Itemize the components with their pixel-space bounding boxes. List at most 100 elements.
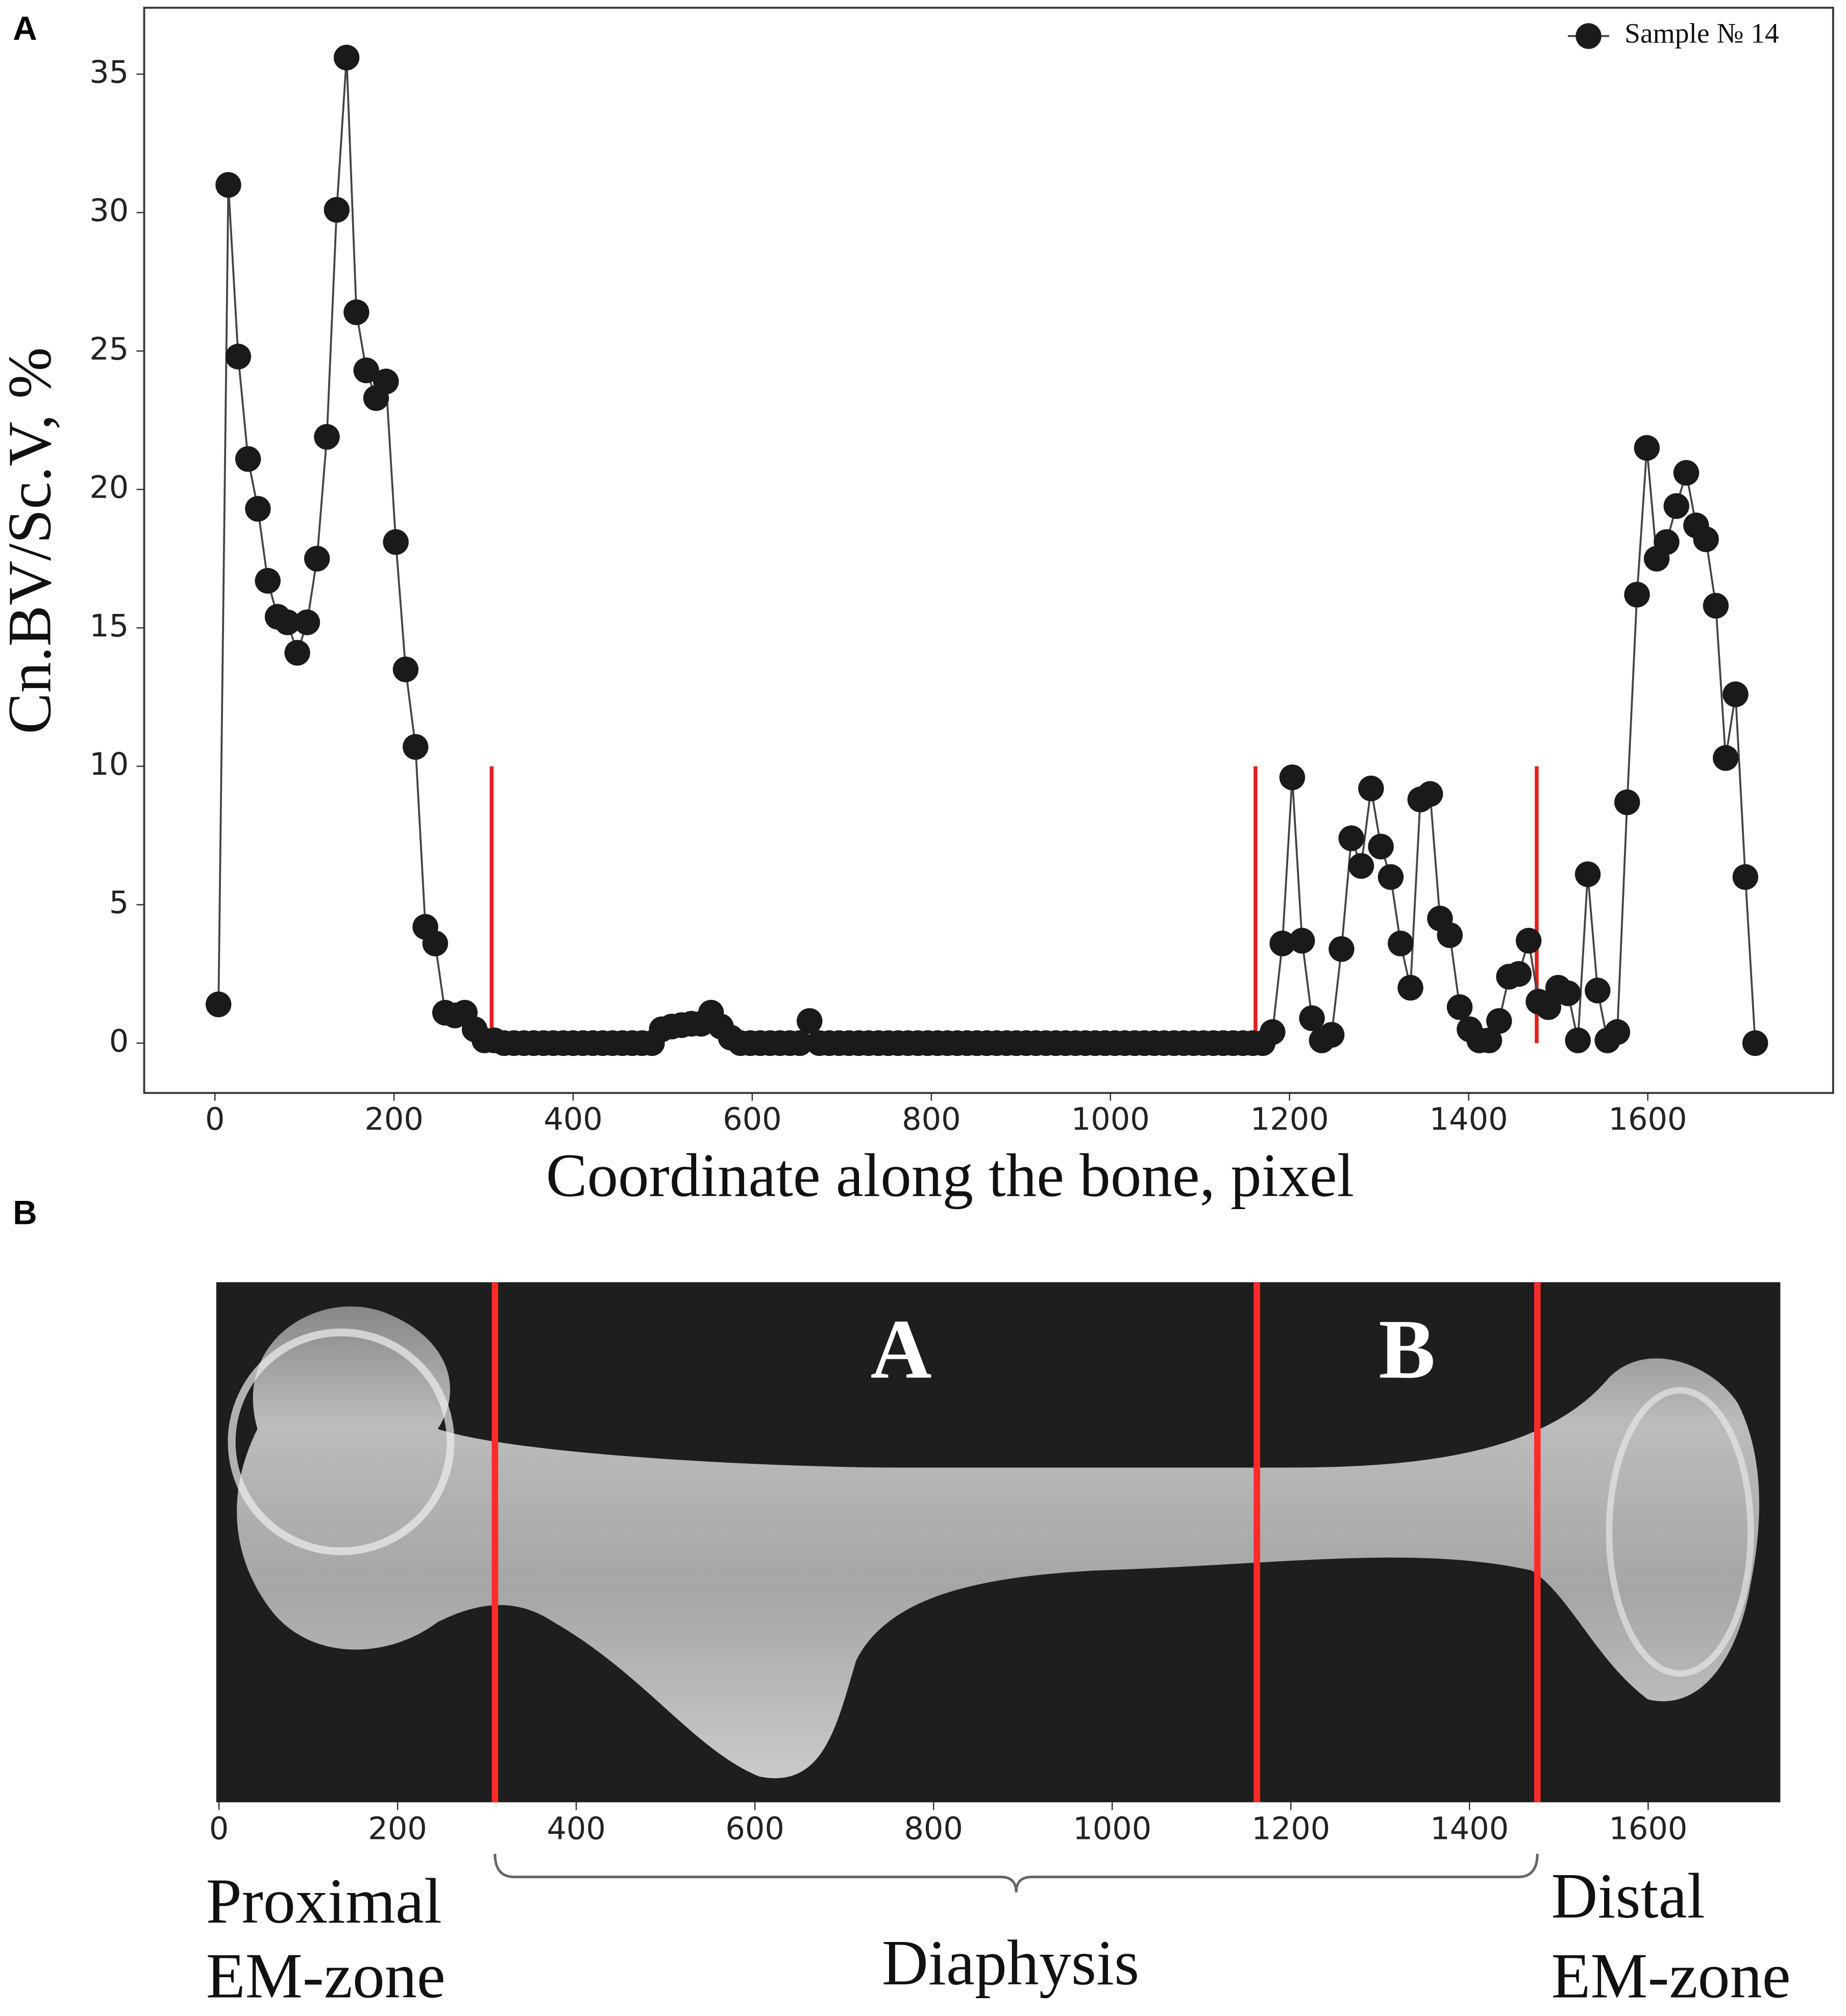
y-tick-label: 35 xyxy=(89,55,129,90)
data-point xyxy=(1377,864,1404,890)
data-point xyxy=(1732,864,1759,890)
panel-label: B xyxy=(13,1194,37,1231)
data-point xyxy=(1574,861,1601,888)
x-tick-label: 1200 xyxy=(1250,1102,1329,1138)
data-point xyxy=(235,446,261,472)
data-point xyxy=(1663,493,1689,519)
panel-label: A xyxy=(13,10,37,47)
data-point xyxy=(284,640,310,666)
data-point xyxy=(1260,1019,1286,1045)
y-tick-label: 10 xyxy=(89,747,129,782)
series-line xyxy=(217,57,1757,1044)
data-point xyxy=(1624,581,1650,608)
data-point xyxy=(1397,975,1423,1001)
data-point xyxy=(1654,529,1680,555)
femoral-head xyxy=(228,1329,455,1555)
x-tick-label: 200 xyxy=(364,1102,424,1138)
data-point xyxy=(1289,927,1315,954)
x-tick-label: 800 xyxy=(902,1102,961,1138)
data-point xyxy=(1703,593,1729,619)
data-point xyxy=(225,343,251,370)
region-label: A xyxy=(871,1302,932,1396)
zone-label: Diaphysis xyxy=(882,1928,1139,1999)
zone-label: Proximal xyxy=(206,1866,442,1937)
x-tick-label: 0 xyxy=(205,1102,225,1138)
data-point xyxy=(1318,1022,1345,1048)
data-point xyxy=(245,496,271,522)
y-tick-label: 25 xyxy=(89,331,129,367)
bone-panel: A B Proximal EM-zone Diaphysis Distal EM… xyxy=(206,1282,1791,2011)
data-point xyxy=(255,568,281,594)
data-point xyxy=(275,609,301,635)
data-point xyxy=(1368,833,1394,859)
data-point xyxy=(1446,994,1473,1020)
data-point xyxy=(1417,781,1443,807)
region-label: B xyxy=(1379,1302,1435,1396)
data-point xyxy=(294,609,321,635)
x-tick-label: 1400 xyxy=(1430,1811,1509,1847)
data-point xyxy=(304,546,330,572)
data-point xyxy=(1279,764,1306,791)
zone-label: EM-zone xyxy=(206,1940,446,2011)
data-point xyxy=(1437,922,1463,948)
data-point xyxy=(402,734,429,760)
x-axis-title: Coordinate along the bone, pixel xyxy=(546,1141,1355,1210)
data-point xyxy=(392,656,419,682)
legend-marker xyxy=(1576,23,1602,49)
data-point xyxy=(1338,825,1364,851)
legend-label: Sample № 14 xyxy=(1625,18,1779,49)
x-tick-label: 400 xyxy=(544,1102,603,1138)
data-point xyxy=(1565,1027,1591,1053)
x-tick-label: 1600 xyxy=(1609,1811,1687,1847)
data-point xyxy=(1515,927,1542,954)
zone-label: Distal xyxy=(1551,1861,1705,1932)
data-point xyxy=(353,357,379,383)
data-point xyxy=(786,1030,813,1056)
data-point xyxy=(1585,977,1611,1003)
diaphysis-brace xyxy=(494,1854,1539,1892)
data-point xyxy=(1476,1027,1503,1053)
x-tick-label: 1400 xyxy=(1430,1102,1508,1138)
data-point xyxy=(1693,526,1719,552)
data-point xyxy=(1634,435,1660,461)
x-tick-label: 1200 xyxy=(1251,1811,1330,1847)
data-point xyxy=(1388,930,1414,956)
y-tick-label: 30 xyxy=(89,193,129,229)
x-tick-label: 1000 xyxy=(1071,1102,1150,1138)
data-point xyxy=(796,1008,823,1034)
data-point xyxy=(1358,775,1384,802)
data-point xyxy=(1328,936,1355,962)
data-point xyxy=(383,529,409,555)
data-point xyxy=(314,424,340,450)
condyles xyxy=(1606,1387,1754,1677)
data-point xyxy=(343,299,370,326)
data-point xyxy=(1506,961,1532,987)
plot-frame xyxy=(143,7,1834,1094)
bone xyxy=(237,1306,1759,1779)
x-tick-label: 800 xyxy=(904,1811,963,1847)
y-axis-title: Cn.BV/Sc.V, % xyxy=(0,347,64,734)
x-tick-label: 400 xyxy=(547,1811,606,1847)
data-point xyxy=(205,991,232,1018)
data-point xyxy=(1604,1019,1631,1045)
data-point xyxy=(1348,853,1374,879)
data-point xyxy=(1673,460,1700,486)
data-point xyxy=(1535,994,1562,1020)
x-tick-label: 1000 xyxy=(1073,1811,1151,1847)
y-tick-label: 20 xyxy=(89,470,129,506)
zone-label: EM-zone xyxy=(1551,1940,1790,2011)
data-point xyxy=(215,172,241,198)
x-tick-label: 600 xyxy=(723,1102,782,1138)
x-tick-label: 200 xyxy=(368,1811,427,1847)
data-point xyxy=(1269,930,1295,956)
y-tick-label: 0 xyxy=(109,1023,129,1059)
data-point xyxy=(1614,789,1640,816)
data-point xyxy=(373,368,399,395)
x-tick-label: 1600 xyxy=(1609,1102,1687,1138)
data-point xyxy=(1712,745,1739,771)
x-tick-label: 600 xyxy=(725,1811,784,1847)
data-point xyxy=(1722,681,1749,707)
data-point xyxy=(1555,980,1581,1006)
data-point xyxy=(324,196,350,223)
